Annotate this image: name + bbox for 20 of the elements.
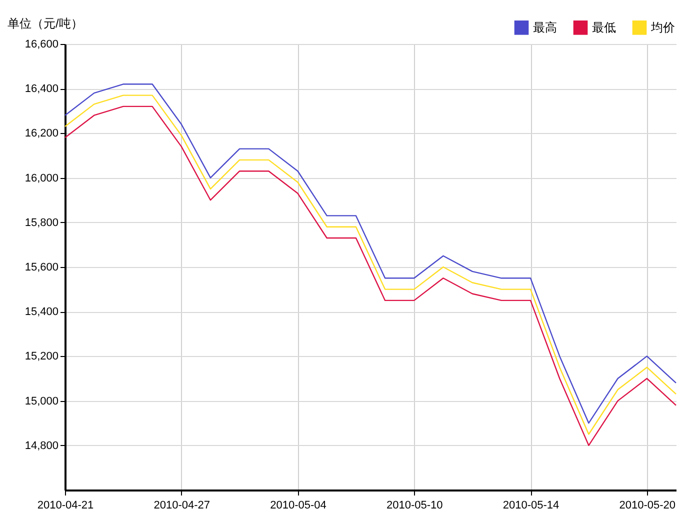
legend-label: 均价 (650, 20, 675, 35)
legend-label: 最低 (592, 20, 616, 35)
legend-label: 最高 (533, 20, 557, 35)
y-tick-label: 16,400 (24, 83, 58, 96)
y-tick-label: 16,000 (24, 172, 58, 184)
y-tick-label: 15,200 (24, 350, 58, 363)
x-tick-label: 2010-05-14 (502, 500, 560, 512)
y-tick-label: 16,600 (24, 38, 58, 50)
y-tick-label: 15,600 (24, 262, 58, 274)
y-tick-label: 14,800 (24, 440, 58, 452)
y-tick-label: 15,000 (24, 395, 58, 408)
x-tick-label: 2010-04-27 (154, 500, 210, 512)
x-tick-label: 2010-04-21 (37, 500, 94, 512)
y-tick-label: 15,800 (24, 216, 58, 229)
y-tick-label: 16,200 (24, 128, 58, 140)
y-tick-label: 15,400 (24, 306, 58, 318)
x-tick-label: 2010-05-20 (619, 500, 676, 512)
x-tick-label: 2010-05-10 (386, 500, 443, 512)
y-axis-title: 单位（元/吨） (8, 16, 83, 30)
x-tick-label: 2010-05-04 (270, 500, 326, 512)
